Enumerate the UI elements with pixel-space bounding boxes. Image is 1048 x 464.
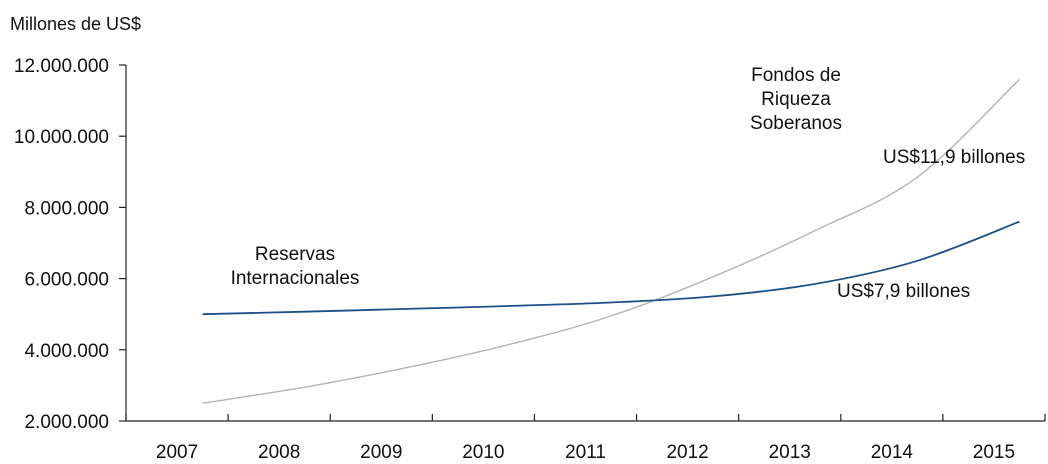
- annotation-reserves-line-1: Reservas: [255, 244, 335, 265]
- x-tick-label: 2012: [666, 442, 708, 463]
- annotations: Fondos de Riqueza Soberanos US$11,9 bill…: [231, 65, 1026, 302]
- series-line-international-reserves: [202, 220, 1020, 316]
- y-tick-label: 12.000.000: [14, 56, 109, 77]
- x-tick-label: 2011: [565, 442, 606, 463]
- y-axis-label: Millones de US$: [10, 14, 141, 34]
- annotation-swf-line-2: Riqueza: [761, 89, 831, 110]
- series-line-sovereign-wealth-funds: [202, 78, 1020, 404]
- annotation-swf-value: US$11,9 billones: [883, 147, 1025, 168]
- y-axis: 2.000.000 4.000.000 6.000.000 8.000.000 10.0…: [14, 56, 127, 433]
- y-tick-label: 4.000.000: [24, 341, 109, 362]
- annotation-swf-line-3: Soberanos: [750, 113, 842, 134]
- y-tick-label: 10.000.000: [14, 127, 109, 148]
- y-tick-label: 8.000.000: [24, 198, 109, 219]
- annotation-reserves-value: US$7,9 billones: [837, 281, 970, 302]
- x-tick-label: 2010: [462, 442, 504, 463]
- x-tick-label: 2007: [156, 442, 198, 463]
- x-tick-label: 2008: [258, 442, 300, 463]
- y-tick-label: 2.000.000: [24, 412, 109, 433]
- annotation-swf-line-1: Fondos de: [751, 65, 841, 86]
- x-tick-label: 2013: [769, 442, 811, 463]
- x-tick-label: 2009: [360, 442, 402, 463]
- x-tick-label: 2015: [973, 442, 1015, 463]
- y-tick-label: 6.000.000: [24, 270, 109, 291]
- annotation-reserves-line-2: Internacionales: [231, 268, 360, 289]
- series-group: [202, 78, 1020, 404]
- x-axis: 2007 2008 2009 2010 2011 2012 2013 2014 2015: [125, 414, 1046, 463]
- x-tick-label: 2014: [871, 442, 914, 463]
